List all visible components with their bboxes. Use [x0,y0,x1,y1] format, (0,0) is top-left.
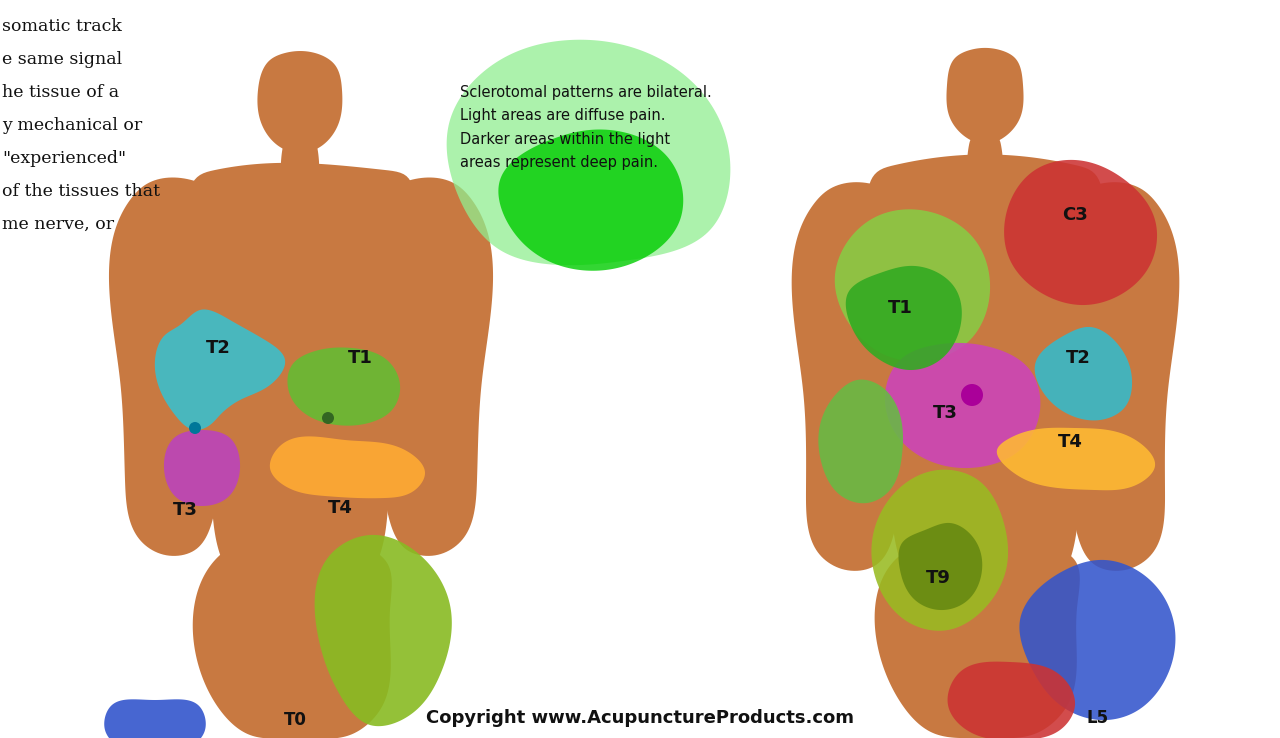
Text: me nerve, or: me nerve, or [3,216,114,233]
Polygon shape [1034,327,1132,421]
Polygon shape [899,523,982,610]
Polygon shape [270,436,425,498]
Polygon shape [1055,182,1179,571]
Text: T2: T2 [206,339,230,357]
Polygon shape [104,700,206,738]
Text: T1: T1 [348,349,372,367]
Polygon shape [182,163,419,602]
Text: T3: T3 [173,501,197,519]
Polygon shape [164,430,241,506]
Text: somatic track: somatic track [3,18,122,35]
Polygon shape [257,51,342,153]
Text: e same signal: e same signal [3,51,122,68]
Polygon shape [280,134,319,202]
Text: T1: T1 [887,299,913,317]
Ellipse shape [189,422,201,434]
Text: of the tissues that: of the tissues that [3,183,160,200]
Polygon shape [867,154,1103,608]
Ellipse shape [323,412,334,424]
Polygon shape [997,428,1155,490]
Text: he tissue of a: he tissue of a [3,84,119,101]
Polygon shape [874,528,1080,738]
Text: T2: T2 [1065,349,1091,367]
Text: y mechanical or: y mechanical or [3,117,142,134]
Polygon shape [109,178,234,556]
Text: "experienced": "experienced" [3,150,127,167]
Text: C3: C3 [1062,206,1088,224]
Polygon shape [791,182,915,571]
Polygon shape [498,129,684,271]
Polygon shape [315,535,452,726]
Polygon shape [946,48,1024,144]
Polygon shape [947,662,1075,738]
Polygon shape [872,469,1009,631]
Text: T9: T9 [925,569,951,587]
Text: T4: T4 [328,499,352,517]
Polygon shape [968,134,1004,197]
Polygon shape [447,40,731,265]
Polygon shape [367,178,493,556]
Polygon shape [846,266,961,370]
Text: T4: T4 [1057,433,1083,451]
Text: L5: L5 [1087,709,1108,727]
Polygon shape [288,348,401,426]
Text: Copyright www.AcupunctureProducts.com: Copyright www.AcupunctureProducts.com [426,709,854,727]
Text: T0: T0 [284,711,306,729]
Polygon shape [155,309,285,430]
Polygon shape [1004,160,1157,305]
Polygon shape [884,343,1041,468]
Polygon shape [1019,560,1175,720]
Ellipse shape [961,384,983,406]
Text: T3: T3 [933,404,957,422]
Text: Sclerotomal patterns are bilateral.
Light areas are diffuse pain.
Darker areas w: Sclerotomal patterns are bilateral. Ligh… [460,85,712,170]
Polygon shape [818,379,902,503]
Polygon shape [193,528,392,738]
Polygon shape [835,210,989,361]
